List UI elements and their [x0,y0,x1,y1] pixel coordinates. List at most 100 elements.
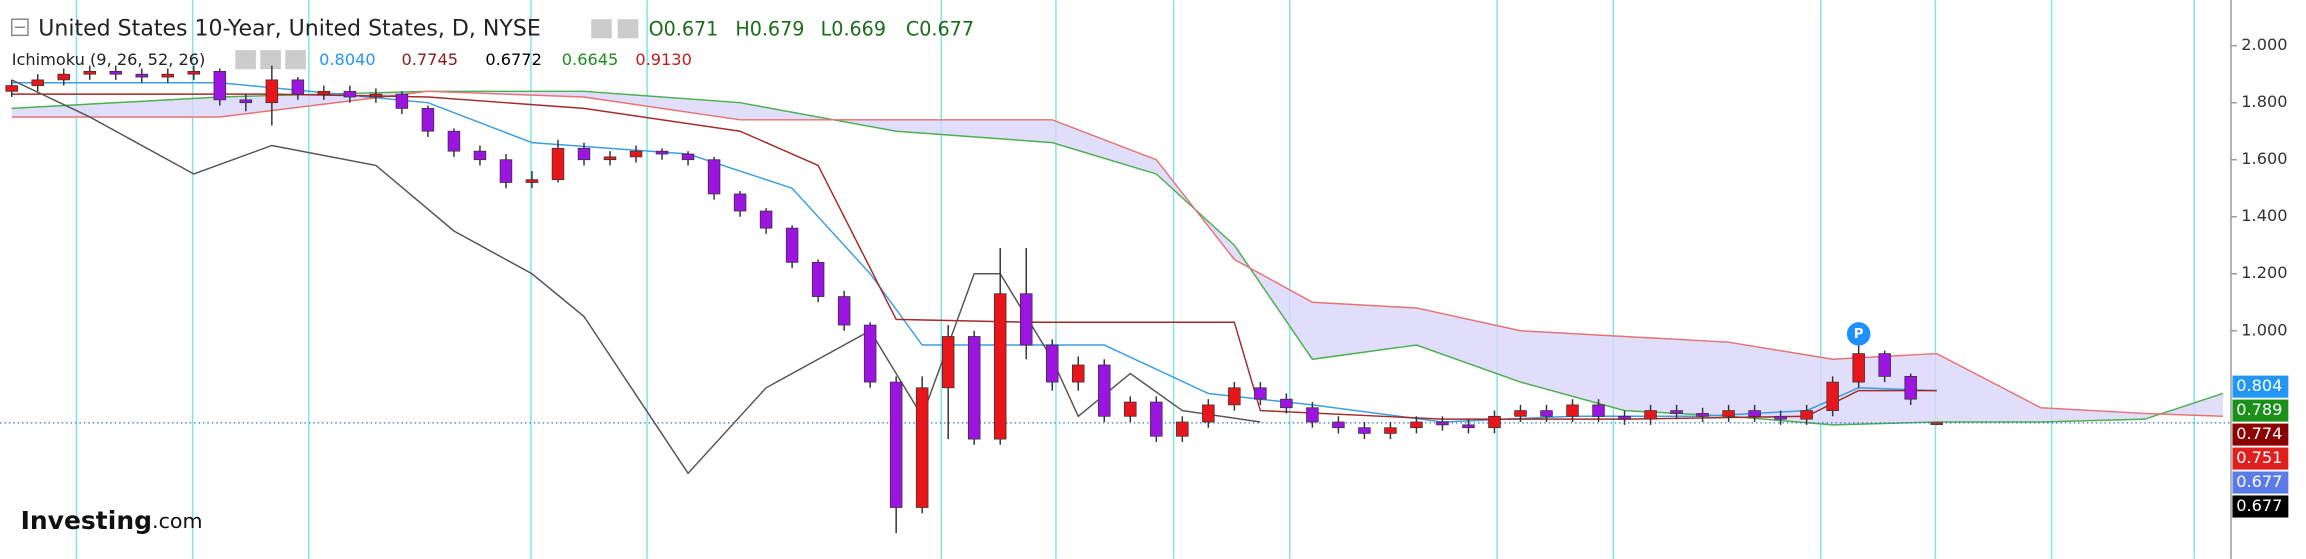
p-marker-glyph: P [1854,327,1864,342]
price-tag [2232,447,2289,470]
eye-icon[interactable] [591,19,612,39]
candle-body [447,130,461,152]
candle-body [681,153,695,161]
ohlc-value: 0.677 [919,17,974,40]
price-tag-label: 0.677 [2236,496,2282,515]
vertical-grid [75,0,2195,559]
candle-body [1332,421,1345,429]
candle-body [369,93,383,98]
candle-body [213,70,227,101]
candle-body [135,73,149,78]
price-tag [2232,375,2289,398]
price-tag-label: 0.804 [2236,376,2282,395]
indicator-line [11,79,1261,475]
indicator-value: 0.6772 [485,50,542,69]
collapse-icon[interactable] [11,18,29,37]
price-tag [2232,471,2289,494]
candle-body [1930,422,1943,425]
candle-body [1124,401,1137,417]
logo-suffix: .com [152,509,203,533]
candle-body [629,150,643,158]
candle-body [1045,344,1059,383]
settings-icon[interactable] [260,50,281,70]
candle-body [655,150,669,155]
candle-body [1566,404,1579,417]
candle-body [1696,413,1709,417]
candle-body [1514,410,1527,417]
candle-body [1410,421,1423,429]
y-tick-label: 2.000 [2241,35,2287,54]
indicator-value: 0.6645 [562,50,619,69]
span-b-line [11,90,2223,418]
indicator-value: 0.9130 [635,50,692,69]
candle-body [915,387,929,508]
candle-body [1384,427,1397,434]
candle-body [83,70,96,75]
candle-body [1670,410,1683,414]
ohlc-item: H0.679 [735,17,804,40]
candle-body [889,381,903,508]
candle-body [603,156,617,161]
candle-body [733,193,747,212]
candle-body [1072,364,1085,383]
candle-body [1228,387,1241,406]
candle-body [291,79,305,95]
close-icon[interactable] [285,50,306,70]
candle-body [1774,415,1787,420]
settings-icon[interactable] [617,19,639,39]
candle-body [1306,407,1319,423]
indicator-value: 0.8040 [319,50,376,69]
candle-body [57,73,70,81]
candle-body [1280,398,1293,409]
indicator-name: Ichimoku (9, 26, 52, 26) [12,50,206,69]
y-tick-label: 1.800 [2241,92,2287,111]
candle-body [1254,387,1267,400]
eye-icon[interactable] [235,50,256,70]
candle-body [1540,410,1553,417]
ohlc-label: C [906,17,919,40]
candle-body [707,159,721,195]
ohlc-value: 0.671 [664,17,719,40]
candle-body [1358,427,1371,434]
candle-body [1019,293,1033,346]
candle-body [1878,353,1891,377]
ohlc-item: C0.677 [906,17,974,40]
chart-title: United States 10-Year, United States, D,… [38,16,541,41]
y-tick-label: 1.400 [2241,206,2287,225]
y-tick-label: 1.000 [2241,320,2287,339]
candle-body [161,73,175,78]
ohlc-item: O0.671 [649,17,719,40]
candle-body [577,147,591,161]
candle-body [967,336,981,440]
candle-body [785,227,799,263]
price-tag-label: 0.774 [2236,424,2282,443]
candle-body [811,261,825,297]
indicator-value: 0.7745 [401,50,458,69]
price-tag-label: 0.677 [2236,472,2282,491]
candle-body [837,296,851,326]
candle-body [395,93,409,109]
candle-body [993,293,1007,440]
candle-body [317,90,331,95]
candle-body [1202,404,1215,423]
ohlc-label: O [649,17,664,40]
candle-body [759,210,773,229]
candle-body [473,150,487,161]
price-tag [2232,423,2289,446]
ohlc-value: 0.679 [750,17,805,40]
candle-body [1904,376,1917,400]
candle-body [1098,364,1111,417]
candle-body [1748,410,1761,417]
candle-body [1592,404,1605,417]
candle-body [1800,410,1813,420]
candle-body [1826,381,1839,411]
candle-body [1618,415,1631,420]
candle-body [863,324,877,383]
candle-body [499,159,513,183]
ohlc-item: L0.669 [821,17,886,40]
candle-body [343,90,357,98]
price-tag-label: 0.789 [2236,400,2282,419]
cloud-fill [11,91,2223,425]
